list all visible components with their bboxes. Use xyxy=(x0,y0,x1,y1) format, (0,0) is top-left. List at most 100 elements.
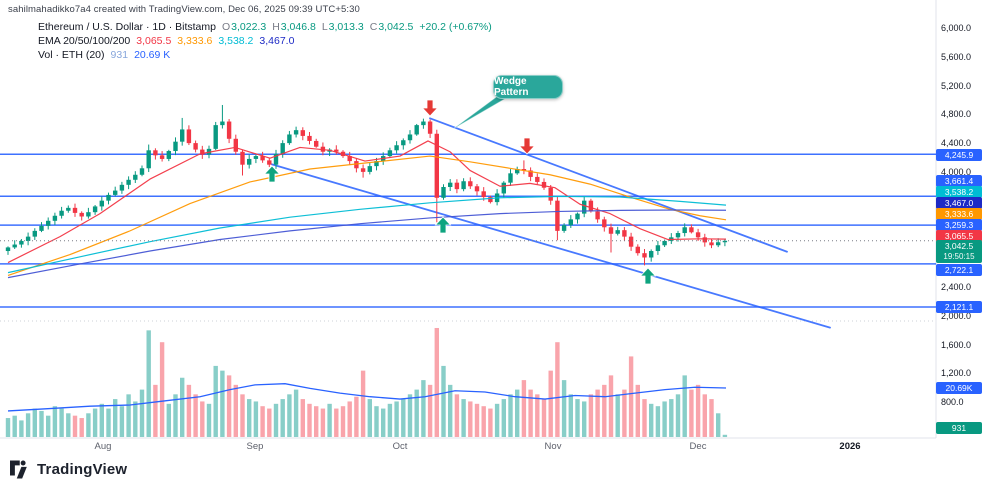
symbol-title: Ethereum / U.S. Dollar · 1D · Bitstamp xyxy=(38,21,216,33)
candle-body xyxy=(186,129,192,144)
buy-arrow-icon xyxy=(263,165,281,183)
volume-bar xyxy=(689,389,694,437)
volume-bar xyxy=(655,406,661,437)
candle-body xyxy=(12,244,17,248)
candle-body xyxy=(655,245,661,252)
volume-bar xyxy=(300,399,305,437)
candle-body xyxy=(608,227,614,234)
candle-body xyxy=(521,169,527,171)
volume-bar xyxy=(173,394,178,437)
candle-body xyxy=(220,121,225,126)
ema-line-ema200 xyxy=(7,209,727,279)
snapshot-watermark: sahilmahadikko7a4 created with TradingVi… xyxy=(8,4,360,15)
chart-legend: Ethereum / U.S. Dollar · 1D · Bitstamp O3… xyxy=(38,20,492,62)
volume-bar xyxy=(72,415,78,437)
candle-body xyxy=(200,149,205,155)
wedge-lower-trendline xyxy=(271,163,831,329)
volume-bar xyxy=(501,399,506,437)
ohlc-letter: L xyxy=(321,21,328,33)
volume-bar xyxy=(233,384,238,437)
volume-bar xyxy=(247,399,252,437)
volume-bar xyxy=(615,394,620,437)
candle-body xyxy=(293,130,299,135)
volume-bar xyxy=(635,384,640,437)
volume-bar xyxy=(515,389,520,437)
volume-bar xyxy=(347,401,352,437)
candle-body xyxy=(434,133,439,198)
ema-values: 3,065.5 3,333.6 3,538.2 3,467.0 xyxy=(130,35,294,47)
volume-bar xyxy=(180,377,185,437)
volume-bar xyxy=(521,380,527,437)
candle-body xyxy=(113,190,118,195)
volume-bar xyxy=(153,384,158,437)
candle-body xyxy=(501,182,506,194)
candle-body xyxy=(66,207,71,211)
candle-body xyxy=(193,143,198,150)
volume-bar xyxy=(702,394,707,437)
candle-body xyxy=(387,150,393,157)
ema-value: 3,467.0 xyxy=(259,35,295,47)
candle-body xyxy=(575,213,580,220)
volume-bar xyxy=(481,406,486,437)
candle-body xyxy=(347,156,352,162)
candle-body xyxy=(588,200,594,212)
ohlc-values: O3,022.3 H3,046.8 L3,013.3 C3,042.5 xyxy=(216,21,413,33)
candle-body xyxy=(79,212,84,217)
candle-body xyxy=(39,225,44,231)
volume-ma-line xyxy=(7,383,727,412)
candle-body xyxy=(595,211,600,220)
candle-body xyxy=(133,174,138,180)
volume-bar xyxy=(327,403,332,437)
candle-body xyxy=(548,187,553,201)
volume-bar xyxy=(595,389,600,437)
volume-bar xyxy=(381,408,386,437)
volume-bar xyxy=(106,408,111,437)
volume-bar xyxy=(488,408,493,437)
candle-body xyxy=(662,240,667,246)
candle-body xyxy=(25,236,31,241)
volume-bar xyxy=(582,401,587,437)
candle-body xyxy=(615,230,620,234)
volume-bar xyxy=(548,370,553,437)
volume-bar xyxy=(622,389,627,437)
candle-body xyxy=(247,158,252,165)
candle-body xyxy=(106,194,111,201)
candle-body xyxy=(72,207,78,213)
candle-body xyxy=(649,251,654,258)
candle-body xyxy=(273,153,279,165)
candle-body xyxy=(5,247,11,252)
volume-bar xyxy=(340,406,346,437)
candle-body xyxy=(139,168,145,175)
volume-bar xyxy=(427,384,433,437)
candle-body xyxy=(568,219,573,226)
volume-bar xyxy=(508,394,513,437)
tradingview-logo[interactable]: TradingView xyxy=(10,460,127,479)
candle-body xyxy=(675,233,681,238)
sell-arrow-icon xyxy=(421,99,439,117)
candle-body xyxy=(414,125,419,135)
volume-bar xyxy=(421,380,426,437)
candle-body xyxy=(535,176,540,182)
candle-body xyxy=(682,227,687,234)
volume-bar xyxy=(374,406,379,437)
candle-body xyxy=(622,230,627,237)
volume-bar xyxy=(5,418,11,437)
candle-body xyxy=(287,134,292,144)
sell-arrow-icon xyxy=(518,137,536,155)
candle-body xyxy=(300,130,305,136)
candle-body xyxy=(709,242,714,246)
candle-body xyxy=(374,161,379,167)
volume-bar xyxy=(434,327,439,437)
candle-body xyxy=(421,121,426,126)
volume-bar xyxy=(454,394,460,437)
volume-bar xyxy=(675,394,681,437)
volume-bar xyxy=(709,399,714,437)
buy-arrow-icon xyxy=(639,267,657,285)
volume-bar xyxy=(387,403,393,437)
volume-bar xyxy=(320,408,326,437)
candle-body xyxy=(334,149,339,152)
volume-bar xyxy=(367,399,372,437)
candle-body xyxy=(213,125,218,149)
volume-bar xyxy=(401,399,406,437)
